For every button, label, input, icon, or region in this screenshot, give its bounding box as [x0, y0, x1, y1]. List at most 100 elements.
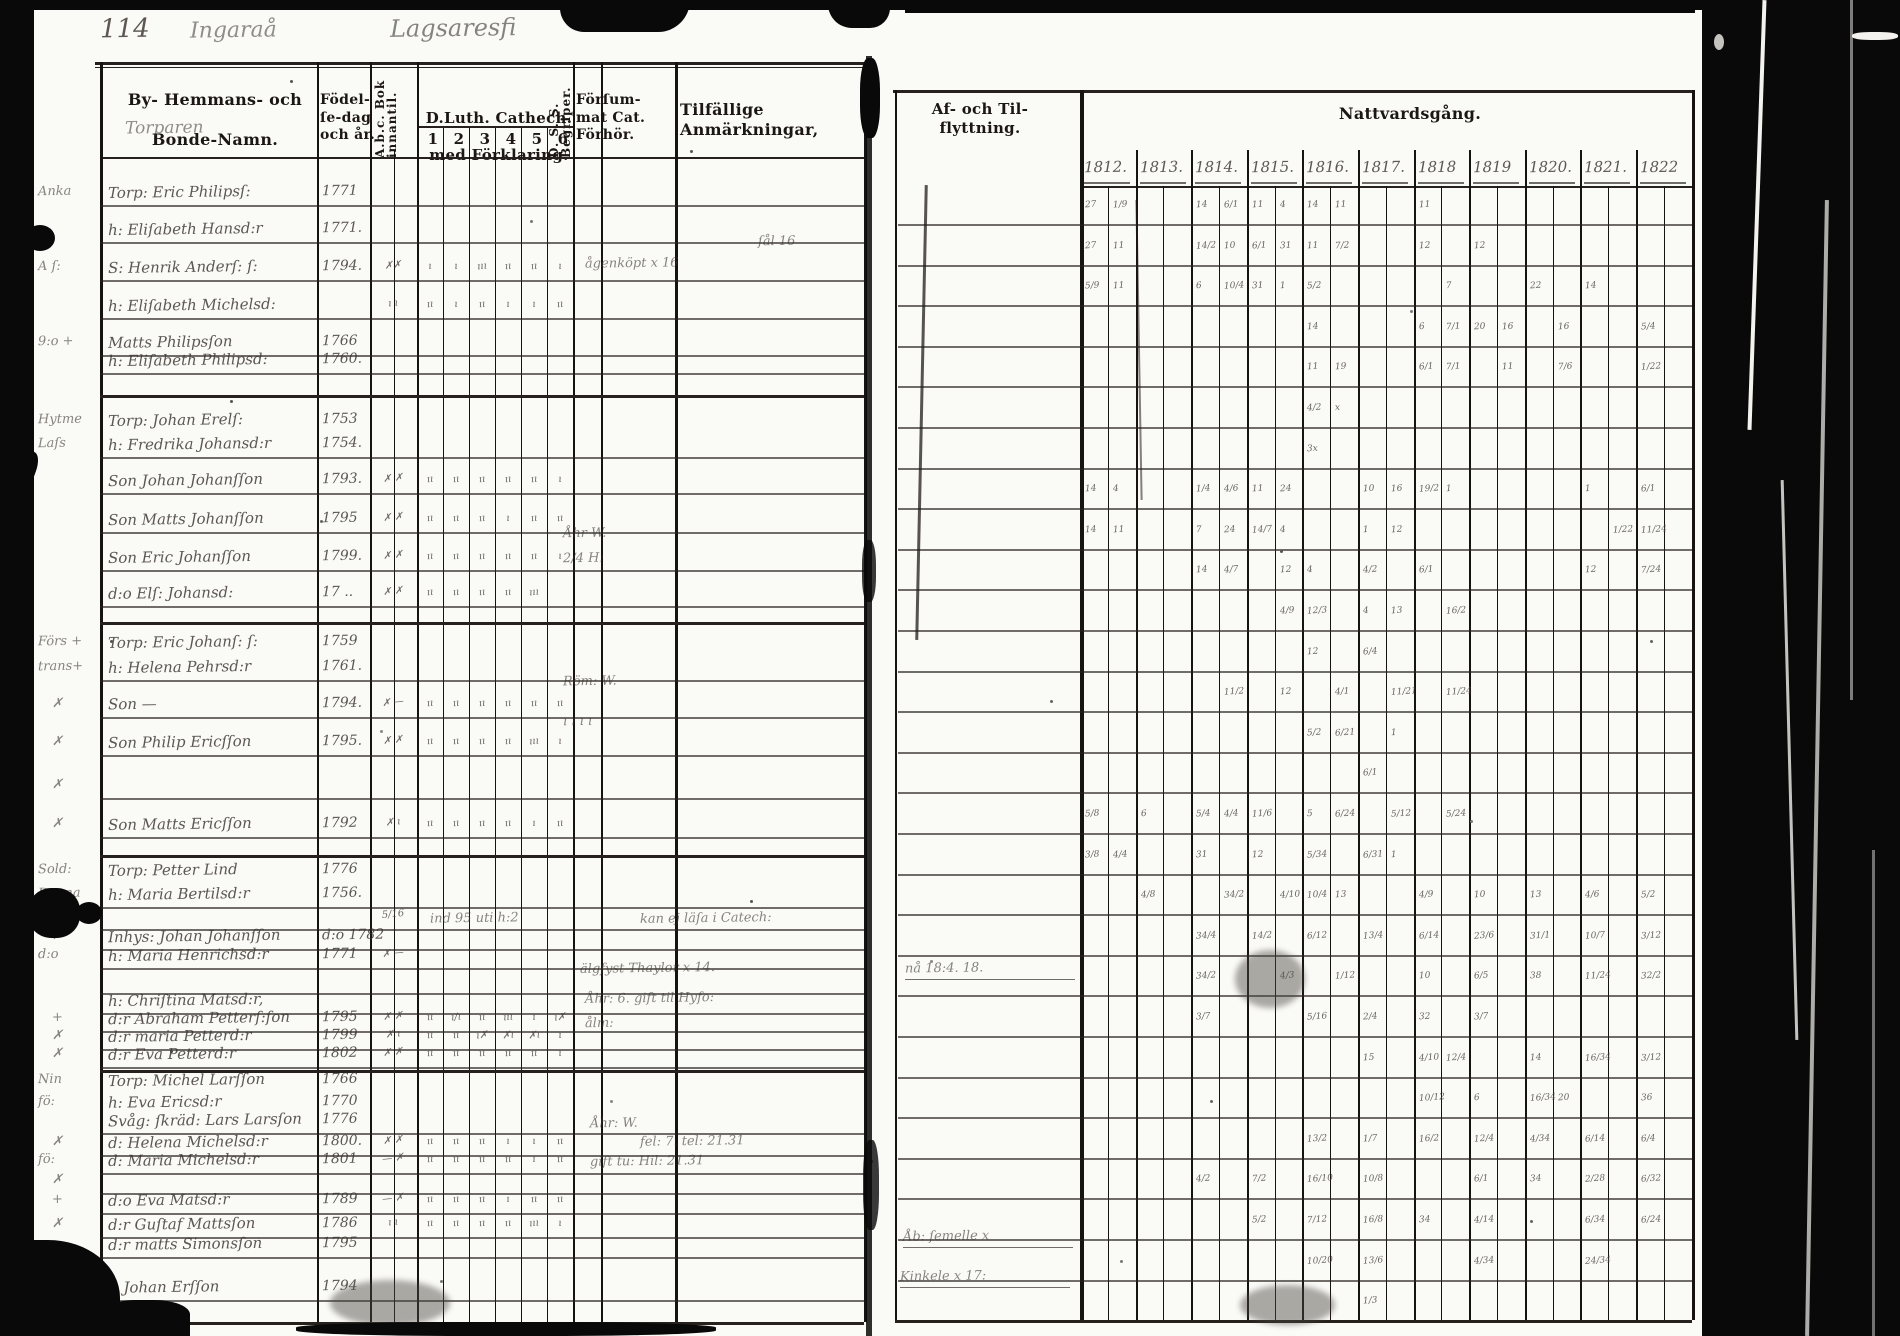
person-name: d:r Guſtaf Mattsſon [107, 1213, 256, 1235]
communion-mark: 14/2 [1195, 239, 1217, 252]
abc-mark: ✗ ı [385, 816, 401, 829]
row-line [100, 570, 864, 572]
page-number: 114 [99, 13, 150, 45]
afochtil-note-underline [903, 1247, 1073, 1248]
right-row-line [898, 792, 1692, 795]
communion-mark: 7 [1195, 524, 1203, 535]
communion-mark: 1 [1390, 727, 1397, 738]
scan-smudge-bottom-center [296, 1322, 716, 1336]
afochtil-note: nå 18:4. 18. [904, 960, 984, 977]
page-edge-streak-4 [1850, 0, 1853, 700]
communion-mark: 10 [1362, 483, 1375, 495]
communion-mark: 31 [1279, 240, 1292, 251]
communion-mark: 6/1 [1223, 199, 1239, 211]
communion-mark: 10 [1473, 889, 1486, 901]
communion-mark: 31/1 [1529, 930, 1551, 942]
communion-mark: 4/2 [1195, 1173, 1212, 1185]
person-name: h: Eliſabeth Hansd:r [107, 218, 263, 240]
communion-mark: 12 [1473, 240, 1486, 251]
communion-mark: 10/4 [1307, 889, 1328, 901]
anmarkning-note: älgfyst Thaylor x 14. [579, 960, 716, 977]
communion-mark: 14 [1084, 524, 1097, 536]
col-header-forsummat: Förſum- mat Cat. Förhör. [576, 92, 646, 143]
catechism-mark: ı✗ [553, 1011, 567, 1024]
catechism-mark: ı [505, 1193, 511, 1206]
communion-mark: 7/6 [1557, 361, 1573, 373]
communion-mark: 14/2 [1251, 930, 1273, 942]
communion-mark: 6/12 [1307, 930, 1328, 942]
year-col-line-4 [1302, 150, 1305, 1320]
page-fold-shadow-top [860, 58, 880, 138]
birth-year: 1759 [321, 632, 358, 650]
catechism-subheader-line [417, 126, 573, 128]
person-name: h: Eliſabeth Michelsd: [107, 294, 276, 316]
right-row-line [898, 873, 1692, 876]
communion-mark: 20 [1557, 1092, 1570, 1104]
row-margin-note: Nin [37, 1071, 63, 1088]
row-line [100, 1067, 864, 1069]
communion-mark: 6/1 [1640, 483, 1656, 495]
communion-mark: 27 [1084, 199, 1097, 211]
right-row-line [898, 1036, 1692, 1038]
row-margin-note: + [51, 1009, 64, 1026]
col-header-af-och-til: Af- och Til- flyttning. [931, 100, 1029, 137]
year-label: 1815. [1250, 157, 1294, 177]
communion-mark: 7/2 [1334, 240, 1351, 252]
catechism-mark: ıı [426, 512, 434, 525]
communion-mark: 1/9 [1112, 199, 1128, 211]
year-label: 1820. [1528, 157, 1572, 177]
birth-year: 1753 [321, 410, 358, 428]
col-line-birth-left [317, 62, 319, 1322]
year-label: 1816. [1306, 157, 1350, 177]
catechism-mark: ıı [504, 697, 512, 710]
communion-mark: 4 [1307, 565, 1314, 576]
catechism-mark: ı [453, 298, 459, 311]
birth-year: 17 .. [321, 583, 354, 601]
afochtil-note-underline [905, 979, 1075, 980]
afochtil-note: Åb: ſemelle x [902, 1228, 990, 1245]
year-col-line-9 [1580, 150, 1583, 1320]
communion-mark: 4 [1362, 605, 1370, 617]
abc-mark: ✗ — [381, 695, 405, 710]
left-page-top-border [95, 62, 866, 65]
row-line [100, 717, 864, 719]
communion-mark: 10/12 [1418, 1092, 1445, 1105]
person-name: ſ: Johan Erſſon [107, 1277, 220, 1297]
abc-mark: ✗ ✗ [382, 548, 404, 563]
row-line [100, 457, 864, 459]
right-row-line [898, 467, 1692, 470]
right-row-line [898, 1157, 1692, 1160]
communion-mark: 24/34 [1585, 1254, 1612, 1267]
catechism-mark: ıı [426, 817, 434, 830]
abc-mark: 5/16 [381, 907, 405, 922]
torn-edge-top-2 [828, 0, 890, 28]
communion-mark: 14/7 [1251, 524, 1273, 536]
year-underline [1473, 182, 1520, 184]
communion-mark: 6 [1195, 280, 1203, 292]
row-margin-note: Sold: [37, 861, 72, 878]
block-separator-2 [100, 622, 864, 625]
communion-mark: 19 [1334, 362, 1347, 373]
cat-subcol-line-2 [469, 128, 470, 1322]
communion-mark: 5/2 [1251, 1214, 1267, 1226]
right-row-line [898, 264, 1692, 267]
page-title-left-script: Ingaraå [189, 17, 277, 44]
communion-mark: 1 [1446, 483, 1453, 495]
communion-mark: 5/8 [1084, 808, 1100, 820]
communion-mark: 13 [1334, 889, 1347, 901]
communion-mark: 7/1 [1446, 361, 1462, 373]
row-line [100, 1049, 864, 1051]
row-margin-note: trans+ [37, 658, 84, 675]
catechism-mark: ıı [530, 697, 538, 710]
birth-year: 1766 [321, 1070, 358, 1088]
ink-blot-left-1 [25, 225, 55, 251]
communion-mark: 5/12 [1390, 808, 1412, 820]
catechism-mark: ıı [478, 1217, 486, 1230]
col-header-names-line2: Bonde-Namn. [151, 130, 279, 149]
catechism-mark: ıı [556, 1193, 564, 1206]
communion-mark: 31 [1251, 280, 1264, 292]
block-separator-3 [100, 855, 864, 858]
col-line-dss-left [573, 62, 575, 1322]
catechism-mark: ✗ı [527, 1029, 541, 1042]
birth-year: 1792 [321, 814, 358, 832]
